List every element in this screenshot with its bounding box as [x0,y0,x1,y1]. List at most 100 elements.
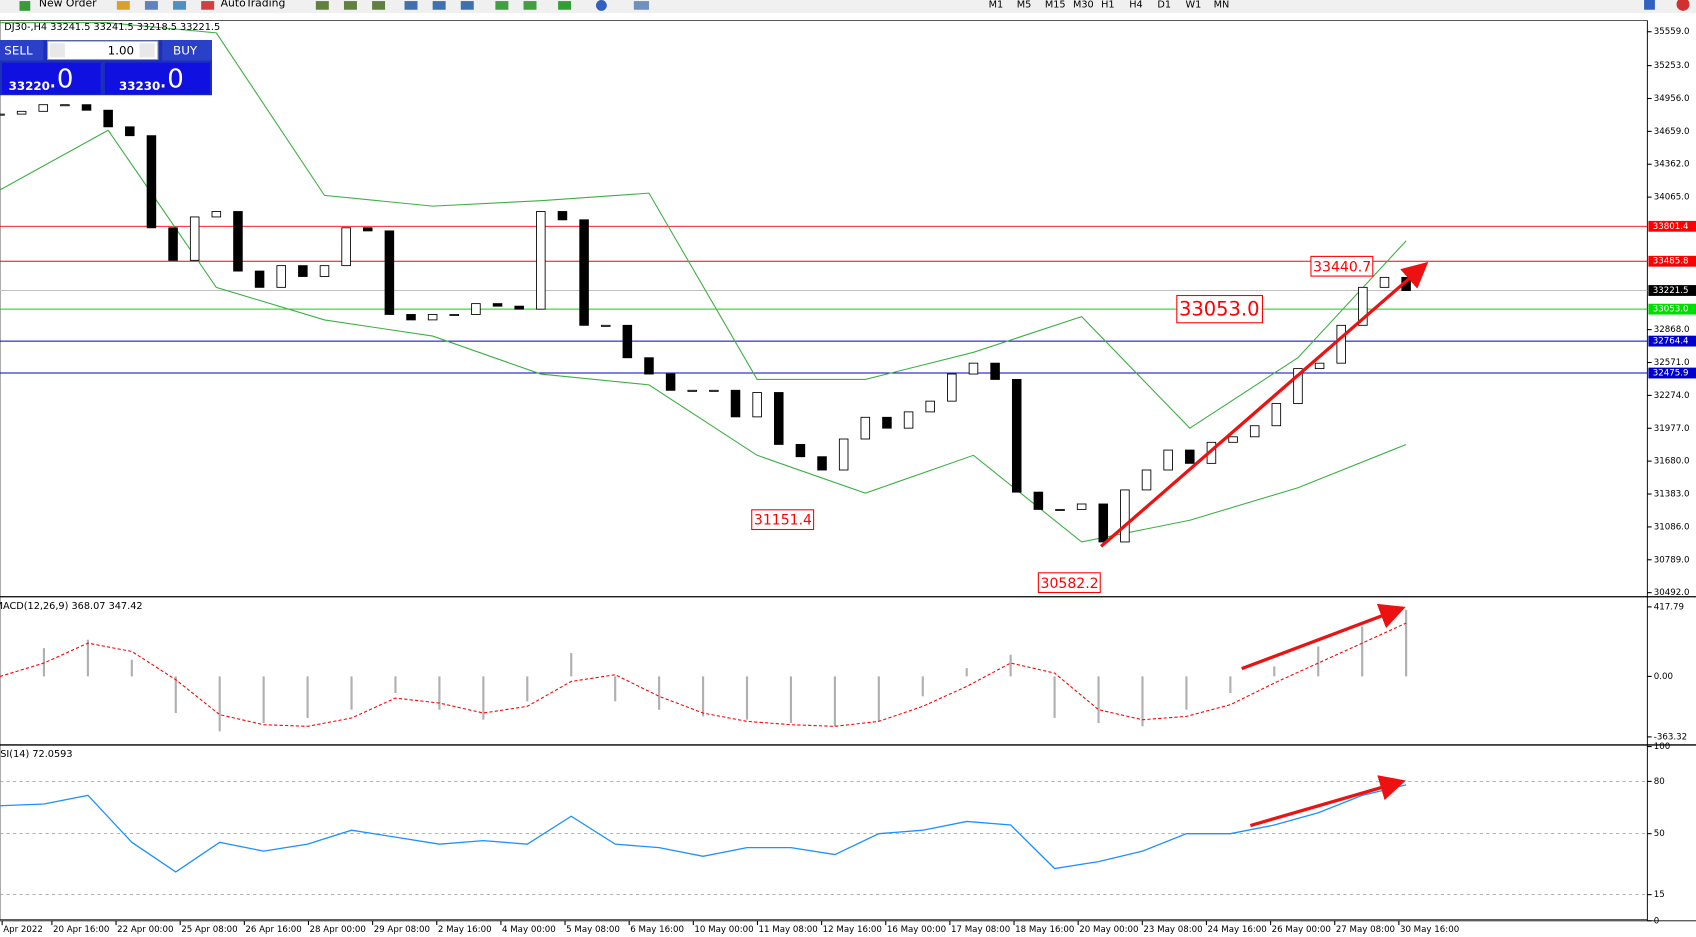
level-box [1648,303,1696,315]
timeframe-button[interactable]: H1 [1101,0,1114,10]
x-tick-label: 5 May 08:00 [566,925,620,935]
buy-label[interactable]: BUY [173,43,198,57]
periods[interactable] [595,0,607,11]
templates[interactable] [633,1,649,10]
level-box [1648,220,1696,232]
toolbar-icon[interactable] [523,1,537,10]
toolbar-icon[interactable] [173,1,187,10]
level-label: 33221.5 [1653,286,1689,296]
tile-windows[interactable] [460,1,474,10]
x-tick-label: Apr 2022 [3,925,43,935]
lot-field[interactable] [47,40,159,61]
timeframe-button[interactable]: M5 [1017,0,1032,10]
candle [752,392,762,418]
timeframe-button[interactable]: W1 [1185,0,1201,10]
price-annotation: 33440.7 [1313,259,1371,275]
candle [298,265,308,277]
timeframe-button[interactable]: D1 [1157,0,1171,10]
y-tick-label: 34362.0 [1654,160,1690,170]
bollinger-band [0,129,1407,543]
level-box [1648,367,1696,379]
ask-box[interactable] [104,62,210,95]
new-order-button[interactable]: New Order [39,0,97,9]
timeframe-button[interactable]: M1 [989,0,1004,10]
y-tick-label: 35559.0 [1654,27,1690,37]
bid-price[interactable]: 33220 [9,79,50,93]
x-tick-label: 20 May 00:00 [1079,925,1138,935]
trend-arrow [1241,603,1406,671]
y-tick-label: 31977.0 [1654,424,1690,434]
candle [1185,449,1195,464]
candle [16,110,27,115]
level-box [1648,285,1696,296]
bid-pips[interactable]: .0 [49,65,74,95]
autotrading-button[interactable]: AutoTrading [221,0,286,9]
new-order-icon[interactable] [19,1,31,11]
buy-button[interactable] [162,40,212,61]
zoom-in[interactable] [404,1,418,10]
y-tick-label: 32274.0 [1654,391,1690,401]
y-tick-label: 0 [1654,916,1659,926]
ask-price[interactable]: 33230 [119,79,160,93]
candle [103,109,113,128]
indicators[interactable] [558,1,572,10]
x-tick-label: 22 Apr 00:00 [117,925,173,935]
price-annotation-box [1037,572,1101,594]
candle [471,303,481,315]
bollinger-band [0,22,1407,429]
zoom-out[interactable] [432,1,446,10]
price-annotation-box [751,509,815,531]
trend-arrow [1100,261,1429,548]
toolbar-icon[interactable] [495,1,509,10]
candle [146,135,157,229]
y-tick-label: 30492.0 [1654,588,1690,598]
toolbar-icon[interactable] [372,1,386,10]
macd-panel [0,609,1408,732]
ask-pips[interactable]: .0 [159,65,184,95]
level-label: 33801.4 [1653,222,1689,232]
timeframe-button[interactable]: M15 [1045,0,1066,10]
candle [233,211,243,272]
trend-arrow [1249,775,1406,828]
search[interactable] [1644,0,1655,10]
x-tick-label: 30 May 16:00 [1400,925,1459,935]
candle [60,104,70,107]
timeframe-button[interactable]: MN [1214,0,1230,10]
lot-value[interactable]: 1.00 [108,43,134,57]
timeframe-button[interactable]: M30 [1073,0,1094,10]
signal-line [0,622,1407,727]
lot-down[interactable] [49,43,65,58]
candle [687,389,698,392]
timeframes: M1 M5 M15 M30 H1 H4 D1 W1 MN [989,0,1230,10]
sell-button[interactable] [0,40,44,61]
toolbar-icon[interactable] [315,1,329,10]
candle [0,113,5,116]
candle [579,219,589,326]
y-tick-label: 32571.0 [1654,358,1690,368]
toolbar-icon[interactable] [343,1,357,10]
y-tick-label: 32868.0 [1654,325,1690,335]
x-tick-label: 16 May 00:00 [887,925,946,935]
candle [665,373,676,391]
trend-arrows [1100,261,1429,828]
toolbar-icon[interactable] [144,1,158,10]
timeframe-button[interactable]: H4 [1129,0,1142,10]
macd-title: MACD(12,26,9) 368.07 347.42 [0,601,143,612]
level-label: 33053.0 [1653,305,1689,315]
notifications[interactable] [1676,0,1690,11]
candle [189,216,200,261]
candle [81,104,92,111]
rsi-title: RSI(14) 72.0593 [0,749,73,760]
lot-up[interactable] [139,43,155,58]
toolbar-icon[interactable] [116,1,130,10]
x-tick-label: 10 May 00:00 [694,925,753,935]
candle [925,400,935,413]
y-tick-label: 100 [1654,742,1670,752]
candle [1249,425,1260,438]
candle [211,211,222,218]
bid-box[interactable] [2,62,101,95]
autotrading-icon[interactable] [201,1,215,10]
price-panel [0,22,1648,543]
sell-label[interactable]: SELL [4,43,33,57]
